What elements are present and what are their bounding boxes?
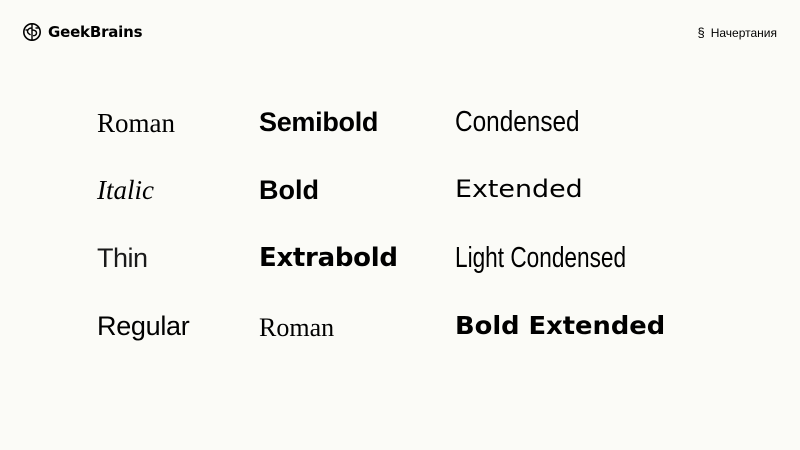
specimen-italic: Italic (97, 175, 154, 205)
specimen-regular: Regular (97, 311, 190, 341)
section-header: § Начертания (697, 25, 777, 41)
specimen-light-condensed: Light Condensed (455, 242, 627, 274)
brain-icon (23, 23, 41, 41)
specimen-bold: Bold (259, 175, 319, 205)
section-title: Начертания (710, 26, 777, 40)
specimen-extrabold: Extrabold (259, 243, 398, 273)
specimen-bold-extended: Bold Extended (455, 311, 666, 340)
specimen-semibold: Semibold (259, 107, 379, 137)
specimen-thin: Thin (97, 243, 148, 273)
specimen-condensed: Condensed (455, 106, 580, 138)
logo: GeekBrains (22, 22, 143, 42)
specimen-extended: Extended (455, 175, 583, 203)
specimen-roman-serif: Roman (259, 313, 335, 342)
specimen-roman: Roman (97, 108, 175, 138)
logo-text: GeekBrains (48, 23, 143, 41)
section-sign-icon: § (697, 25, 705, 40)
